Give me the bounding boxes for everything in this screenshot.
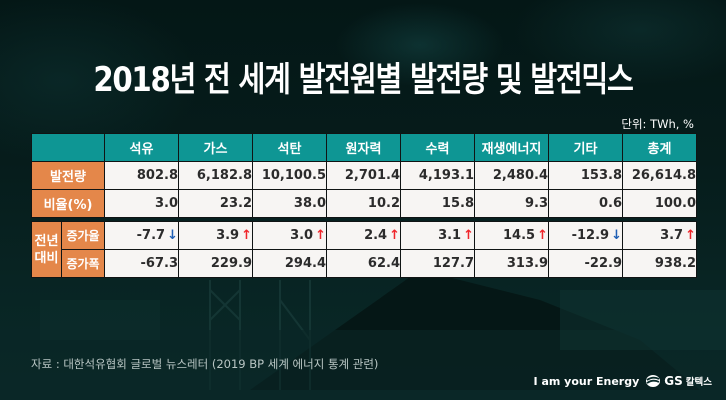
table-cell: 4,193.1 xyxy=(400,161,475,190)
table-cell: 938.2 xyxy=(622,249,697,278)
table-cell: 3.9 ↑ xyxy=(178,221,253,250)
arrow-down-icon: ↓ xyxy=(167,228,178,243)
brand-footer: I am your Energy GS 칼텍스 xyxy=(534,374,712,388)
table-cell: 3.0 ↑ xyxy=(252,221,327,250)
power-generation-table: 석유 가스 석탄 원자력 수력 재생에너지 기타 총계 발전량 802.8 6,… xyxy=(31,133,697,278)
gs-caltex-logo: GS 칼텍스 xyxy=(645,374,712,388)
table-cell: 6,182.8 xyxy=(178,161,253,190)
yoy-group-label: 전년 대비 xyxy=(31,221,62,278)
column-header: 기타 xyxy=(548,133,623,162)
cell-value: 14.5 xyxy=(503,228,536,243)
arrow-up-icon: ↑ xyxy=(241,228,252,243)
gs-swirl-icon xyxy=(646,375,661,387)
table-cell: 3.0 xyxy=(104,189,179,218)
gs-logo-text: GS xyxy=(664,374,683,388)
cell-value: -12.9 xyxy=(571,228,610,243)
cell-value: -7.7 xyxy=(136,228,166,243)
yoy-label-line1: 전년 xyxy=(34,233,59,249)
brand-slogan: I am your Energy xyxy=(533,374,640,388)
table-cell: 10,100.5 xyxy=(252,161,327,190)
source-note: 자료 : 대한석유협회 글로벌 뉴스레터 (2019 BP 세계 에너지 통계 … xyxy=(31,357,379,371)
table-cell: 14.5 ↑ xyxy=(474,221,549,250)
column-header: 원자력 xyxy=(326,133,401,162)
column-header: 수력 xyxy=(400,133,475,162)
header-corner xyxy=(31,133,105,162)
table-cell: -22.9 xyxy=(548,249,623,278)
table-cell: 229.9 xyxy=(178,249,253,278)
unit-label: 단위: TWh, % xyxy=(621,117,694,131)
table-cell: 294.4 xyxy=(252,249,327,278)
row-label: 증가폭 xyxy=(61,249,105,278)
table-cell: 2,701.4 xyxy=(326,161,401,190)
column-header: 석유 xyxy=(104,133,179,162)
gs-logo-kr: 칼텍스 xyxy=(685,377,712,388)
cell-value: 2.4 xyxy=(364,228,388,243)
table-cell: 38.0 xyxy=(252,189,327,218)
row-label: 발전량 xyxy=(31,161,105,190)
cell-value: 3.0 xyxy=(290,228,314,243)
column-header: 재생에너지 xyxy=(474,133,549,162)
table-cell: 313.9 xyxy=(474,249,549,278)
table-row-growth-rate: 전년 대비 증가율 -7.7 ↓ 3.9 ↑ 3.0 ↑ 2.4 ↑ 3.1 ↑ 14.5… xyxy=(31,221,697,278)
table-cell: 10.2 xyxy=(326,189,401,218)
column-header: 석탄 xyxy=(252,133,327,162)
table-cell: -67.3 xyxy=(104,249,179,278)
cell-value: 3.9 xyxy=(216,228,240,243)
arrow-up-icon: ↑ xyxy=(685,228,696,243)
table-cell: 3.1 ↑ xyxy=(400,221,475,250)
table-cell: 127.7 xyxy=(400,249,475,278)
arrow-up-icon: ↑ xyxy=(389,228,400,243)
yoy-label-line2: 대비 xyxy=(34,250,59,266)
arrow-up-icon: ↑ xyxy=(537,228,548,243)
table-row-generation: 발전량 802.8 6,182.8 10,100.5 2,701.4 4,193… xyxy=(31,161,697,190)
table-row-growth-amount: 증가폭 -67.3 229.9 294.4 62.4 127.7 313.9 -… xyxy=(32,249,697,278)
arrow-up-icon: ↑ xyxy=(463,228,474,243)
table-cell: 62.4 xyxy=(326,249,401,278)
table-cell: -7.7 ↓ xyxy=(104,221,179,250)
table-cell: 802.8 xyxy=(104,161,179,190)
table-cell: 100.0 xyxy=(622,189,697,218)
table-cell: 153.8 xyxy=(548,161,623,190)
table-cell: 15.8 xyxy=(400,189,475,218)
page-title: 2018년 전 세계 발전원별 발전량 및 발전믹스 xyxy=(93,60,634,100)
table-cell: 2,480.4 xyxy=(474,161,549,190)
table-cell: 2.4 ↑ xyxy=(326,221,401,250)
table-cell: 9.3 xyxy=(474,189,549,218)
header-row: 석유 가스 석탄 원자력 수력 재생에너지 기타 총계 xyxy=(31,133,697,162)
cell-value: 3.1 xyxy=(438,228,462,243)
row-label: 비율(%) xyxy=(31,189,105,218)
table-cell: -12.9 ↓ xyxy=(548,221,623,250)
column-header: 총계 xyxy=(622,133,697,162)
column-header: 가스 xyxy=(178,133,253,162)
table-cell: 26,614.8 xyxy=(622,161,697,190)
arrow-down-icon: ↓ xyxy=(611,228,622,243)
row-label: 증가율 xyxy=(61,221,105,250)
table-row-share: 비율(%) 3.0 23.2 38.0 10.2 15.8 9.3 0.6 10… xyxy=(31,189,697,218)
table-cell: 3.7 ↑ xyxy=(622,221,697,250)
arrow-up-icon: ↑ xyxy=(315,228,326,243)
table-cell: 23.2 xyxy=(178,189,253,218)
cell-value: 3.7 xyxy=(660,228,684,243)
table-cell: 0.6 xyxy=(548,189,623,218)
